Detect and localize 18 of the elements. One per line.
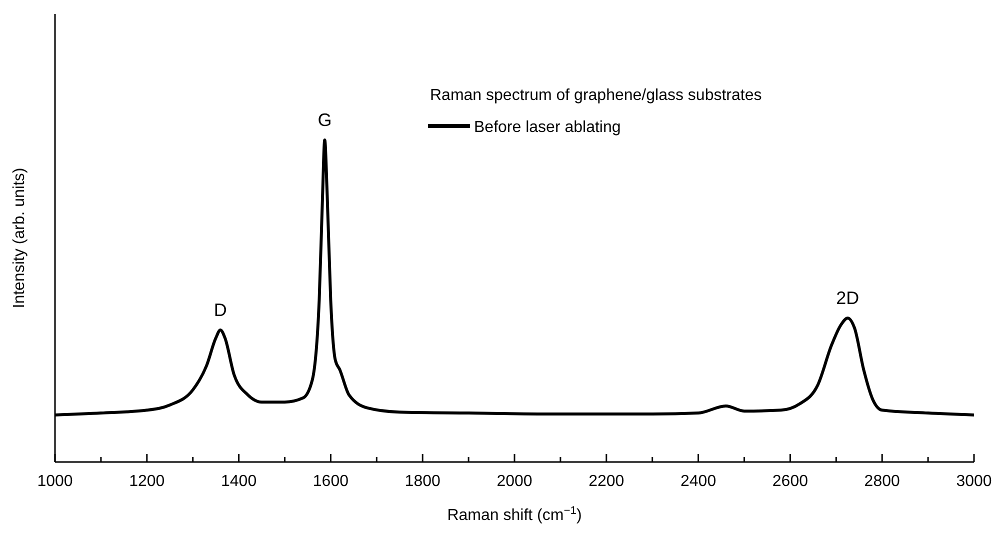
annotation: D	[214, 300, 227, 320]
legend-label: Before laser ablating	[474, 119, 621, 136]
x-tick-label: 1600	[312, 473, 349, 490]
x-tick-label: 1200	[129, 473, 165, 490]
x-tick-label: 2000	[496, 473, 532, 490]
annotation: 2D	[836, 288, 860, 308]
x-tick-label: 2800	[864, 473, 900, 490]
x-tick-label: 2400	[680, 473, 716, 490]
x-tick-label: 2200	[588, 473, 624, 490]
x-axis-title: Raman shift (cm$^{−1}$)	[447, 505, 582, 524]
annotation: G	[318, 110, 332, 130]
legend-title: Raman spectrum of graphene/glass substrates	[430, 87, 762, 104]
y-axis-title: Intensity (arb. units)	[11, 168, 28, 308]
x-tick-label: 3000	[956, 473, 992, 490]
x-tick-label: 1000	[37, 473, 73, 490]
x-tick-label: 1400	[221, 473, 257, 490]
x-tick-label: 2600	[772, 473, 808, 490]
x-tick-label: 1800	[404, 473, 440, 490]
